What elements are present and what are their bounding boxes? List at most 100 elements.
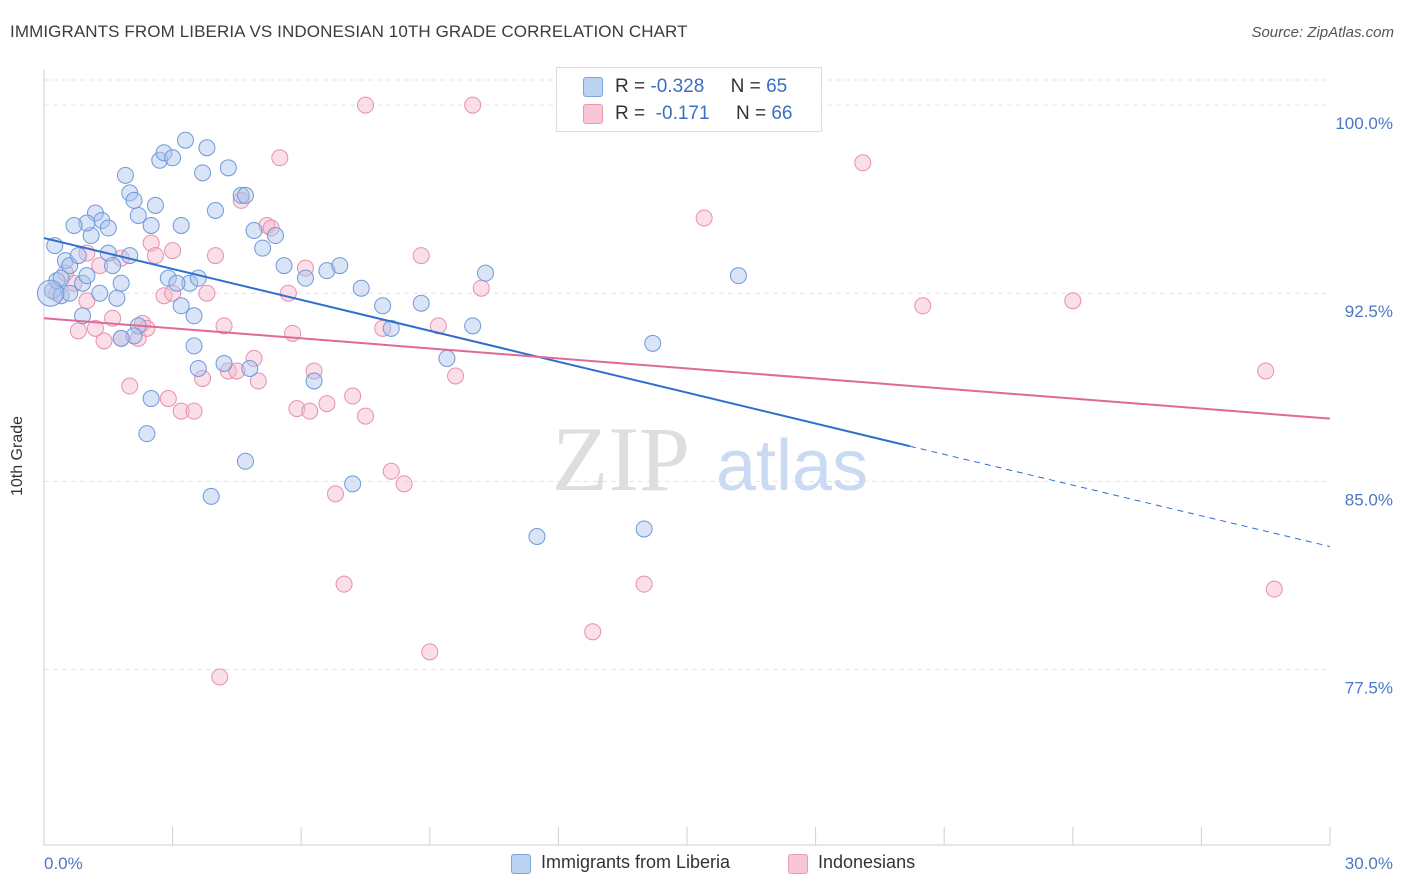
point-indonesians [288,400,306,418]
point-liberia [352,279,370,297]
watermark-atlas: atlas [716,426,868,506]
point-liberia [138,425,156,443]
point-indonesians [695,209,713,227]
point-indonesians [215,317,233,335]
point-indonesians [472,279,490,297]
point-liberia [254,239,272,257]
point-liberia [189,269,207,287]
point-liberia [729,267,747,285]
point-liberia [116,166,134,184]
source-label: Source: ZipAtlas.com [1251,24,1394,41]
y-tick-label: 85.0% [1345,490,1393,509]
point-indonesians [382,462,400,480]
point-indonesians [464,96,482,114]
point-liberia [275,257,293,275]
point-liberia [61,284,79,302]
point-indonesians [326,485,344,503]
point-liberia [104,257,122,275]
point-liberia [125,191,143,209]
point-indonesians [271,149,289,167]
point-indonesians [121,377,139,395]
point-indonesians [635,575,653,593]
series-liberia-points [36,131,747,546]
legend-label-liberia: Immigrants from Liberia [541,852,731,872]
point-liberia [142,390,160,408]
axes [43,70,1331,846]
point-liberia [219,159,237,177]
legend-swatch-indonesians [788,854,808,874]
legend-swatch-liberia [583,77,603,97]
point-liberia [477,264,495,282]
point-indonesians [344,387,362,405]
point-liberia [344,475,362,493]
point-liberia [65,217,83,235]
trend-line-indonesians [43,317,1331,420]
point-indonesians [104,309,122,327]
legend-swatch-indonesians [583,104,603,124]
point-indonesians [185,402,203,420]
y-tick-label: 77.5% [1345,678,1393,697]
point-liberia [236,186,254,204]
point-liberia [129,206,147,224]
point-liberia [464,317,482,335]
point-liberia [78,267,96,285]
point-liberia [121,247,139,265]
point-indonesians [305,362,323,380]
point-indonesians [159,390,177,408]
point-liberia [74,307,92,325]
watermark-zip: ZIP [552,408,690,510]
point-indonesians [164,242,182,260]
point-indonesians [854,154,872,172]
legend-swatch-liberia [511,854,531,874]
point-liberia [215,354,233,372]
chart-title: IMMIGRANTS FROM LIBERIA VS INDONESIAN 10… [10,22,688,41]
point-indonesians [142,234,160,252]
series-legend: Immigrants from Liberia Indonesians [0,852,1406,876]
point-liberia [181,274,199,292]
point-liberia [412,294,430,312]
point-liberia [241,359,259,377]
point-liberia [189,359,207,377]
point-indonesians [1064,292,1082,310]
point-indonesians [245,349,263,367]
series-indonesians-points [48,96,1283,686]
point-indonesians [198,284,216,302]
point-indonesians [914,297,932,315]
point-liberia [108,289,126,307]
watermark: ZIP atlas [552,408,868,510]
point-indonesians [146,247,164,265]
point-liberia [185,307,203,325]
point-liberia [99,219,117,237]
point-liberia [236,452,254,470]
point-indonesians [447,367,465,385]
point-liberia [185,337,203,355]
point-indonesians [1265,580,1283,598]
point-indonesians [95,332,113,350]
trend-line-liberia [43,237,911,448]
point-liberia [91,284,109,302]
n-value: 65 [766,76,788,97]
point-indonesians [69,322,87,340]
r-label: R = [615,103,646,124]
point-liberia [69,247,87,265]
point-indonesians [211,668,229,686]
point-liberia [159,269,177,287]
point-liberia [206,201,224,219]
point-liberia [146,196,164,214]
point-liberia [202,487,220,505]
x-tick-label: 30.0% [1345,854,1393,873]
point-liberia [164,149,182,167]
point-indonesians [301,402,319,420]
r-value: -0.328 [650,76,705,97]
point-indonesians [65,274,83,292]
point-liberia [78,214,96,232]
r-value: -0.171 [655,103,710,124]
point-indonesians [357,96,374,114]
trend-lines [43,237,1331,548]
point-indonesians [194,369,212,387]
n-value: 66 [771,103,793,124]
point-indonesians [206,247,224,265]
point-liberia [112,274,130,292]
n-label: N = [735,103,767,124]
point-liberia [635,520,653,538]
